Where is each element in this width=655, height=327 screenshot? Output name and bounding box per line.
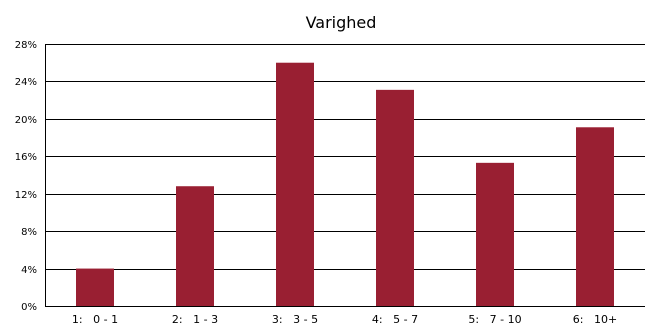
x-tick-label: 3: 3 - 5 bbox=[272, 313, 318, 326]
x-tick-label: 4: 5 - 7 bbox=[372, 313, 418, 326]
bar bbox=[576, 127, 614, 307]
y-tick-label: 12% bbox=[15, 190, 37, 201]
grid-layer bbox=[45, 44, 645, 307]
y-tick-label: 4% bbox=[21, 265, 37, 276]
bar bbox=[276, 62, 314, 306]
y-tick-label: 24% bbox=[15, 77, 37, 88]
y-tick-label: 28% bbox=[15, 40, 37, 51]
x-tick-label: 5: 7 - 10 bbox=[468, 313, 521, 326]
y-tick-label: 0% bbox=[21, 302, 37, 313]
x-tick-label: 2: 1 - 3 bbox=[172, 313, 218, 326]
bar bbox=[76, 268, 114, 306]
bar-layer bbox=[76, 62, 614, 307]
chart-title: Varighed bbox=[306, 13, 377, 32]
y-tick-label: 20% bbox=[15, 115, 37, 126]
bar bbox=[476, 162, 514, 306]
x-tick-label: 1: 0 - 1 bbox=[72, 313, 118, 326]
y-tick-label: 16% bbox=[15, 152, 37, 163]
bar bbox=[376, 89, 414, 306]
bar bbox=[176, 186, 214, 306]
y-tick-label: 8% bbox=[21, 227, 37, 238]
label-layer: 0% 4% 8% 12% 16% 20% 24% 28% 1: 0 - 1 2: 1 - 3 3: … bbox=[15, 40, 617, 326]
x-tick-label: 6: 10+ bbox=[573, 313, 617, 326]
